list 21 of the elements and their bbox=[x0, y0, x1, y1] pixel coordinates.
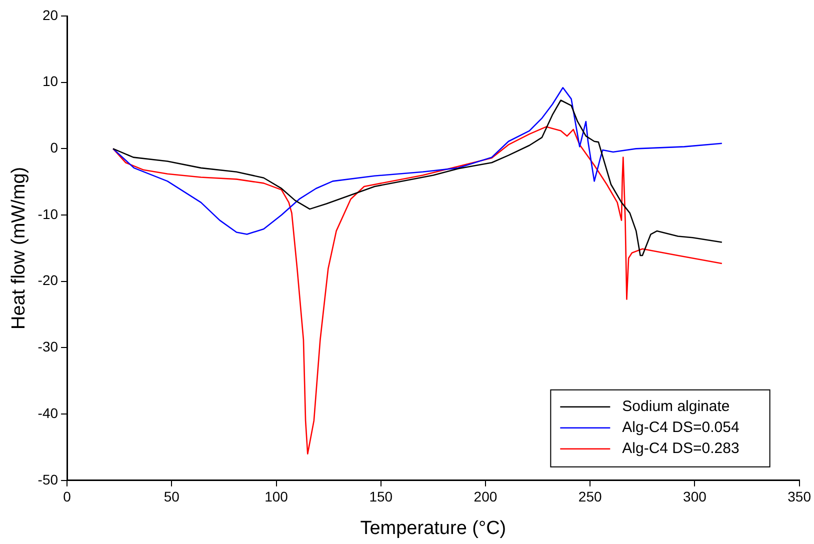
x-tick-label: 150 bbox=[369, 488, 393, 505]
x-tick-label: 50 bbox=[164, 488, 180, 505]
x-tick-label: 100 bbox=[264, 488, 288, 505]
x-tick-label: 300 bbox=[683, 488, 707, 505]
x-tick-label: 0 bbox=[63, 488, 72, 505]
y-tick-label: -30 bbox=[38, 338, 58, 355]
x-axis-title: Temperature (°C) bbox=[360, 518, 506, 539]
legend-label: Alg-C4 DS=0.283 bbox=[622, 440, 740, 458]
y-tick-label: -40 bbox=[38, 404, 58, 421]
y-tick-label: 0 bbox=[50, 140, 58, 156]
y-tick-label: 10 bbox=[42, 73, 58, 90]
x-tick-label: 250 bbox=[578, 488, 602, 505]
legend-label: Sodium alginate bbox=[622, 398, 730, 416]
legend-label: Alg-C4 DS=0.054 bbox=[622, 419, 740, 436]
y-tick-label: -50 bbox=[38, 471, 58, 488]
y-tick-label: -10 bbox=[38, 206, 58, 222]
y-tick-label: 20 bbox=[42, 6, 58, 23]
y-tick-label: -20 bbox=[38, 272, 58, 288]
x-tick-label: 200 bbox=[474, 488, 498, 505]
x-tick-label: 350 bbox=[788, 488, 812, 505]
y-axis-title: Heat flow (mW/mg) bbox=[8, 166, 30, 330]
